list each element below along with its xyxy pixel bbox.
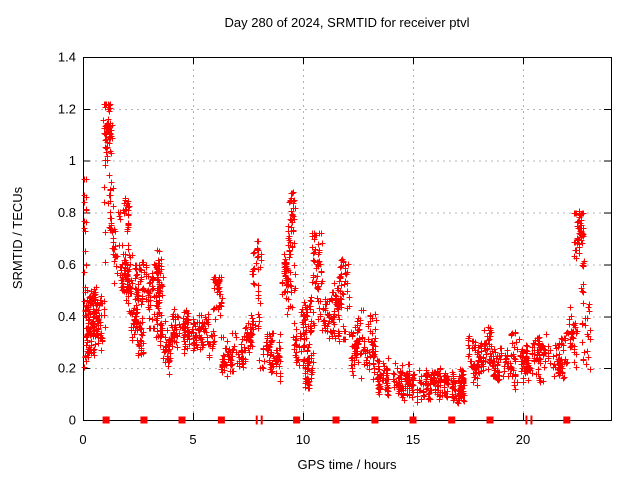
event-marker-double-bar: [530, 415, 533, 425]
y-tick-label: 0.6: [58, 257, 76, 272]
plot-border: [83, 57, 612, 421]
event-marker-square: [448, 416, 456, 424]
x-tick-label: 20: [516, 432, 530, 447]
event-marker-double-bar: [260, 415, 263, 425]
event-marker-square: [178, 416, 186, 424]
y-tick-label: 0: [69, 413, 76, 428]
y-tick-label: 0.4: [58, 309, 76, 324]
event-marker-square: [102, 416, 110, 424]
event-marker-double-bar: [255, 415, 258, 425]
grid-lines: [83, 57, 611, 420]
y-tick-label: 1.4: [58, 50, 76, 65]
event-markers: [102, 415, 571, 425]
event-marker-double-bar: [525, 415, 528, 425]
y-tick-label: 0.2: [58, 361, 76, 376]
chart-title: Day 280 of 2024, SRMTID for receiver ptv…: [225, 15, 470, 30]
x-tick-label: 10: [296, 432, 310, 447]
x-axis-label: GPS time / hours: [298, 457, 397, 472]
scatter-points: [81, 101, 594, 407]
axis-ticks: [83, 57, 611, 421]
event-marker-square: [140, 416, 148, 424]
axis-tick-labels: 0 5 10 15 20 0 0.2 0.4 0.6 0.8 1 1.2 1.4: [58, 50, 530, 448]
event-marker-square: [332, 416, 340, 424]
x-tick-label: 15: [406, 432, 420, 447]
event-marker-square: [563, 416, 571, 424]
y-axis-label: SRMTID / TECUs: [10, 186, 25, 289]
event-marker-square: [293, 416, 301, 424]
y-tick-label: 0.8: [58, 205, 76, 220]
event-marker-square: [486, 416, 494, 424]
event-marker-square: [217, 416, 225, 424]
y-tick-label: 1.2: [58, 101, 76, 116]
x-tick-label: 0: [79, 432, 86, 447]
x-tick-label: 5: [189, 432, 196, 447]
event-marker-square: [409, 416, 417, 424]
event-marker-square: [371, 416, 379, 424]
y-tick-label: 1: [69, 153, 76, 168]
